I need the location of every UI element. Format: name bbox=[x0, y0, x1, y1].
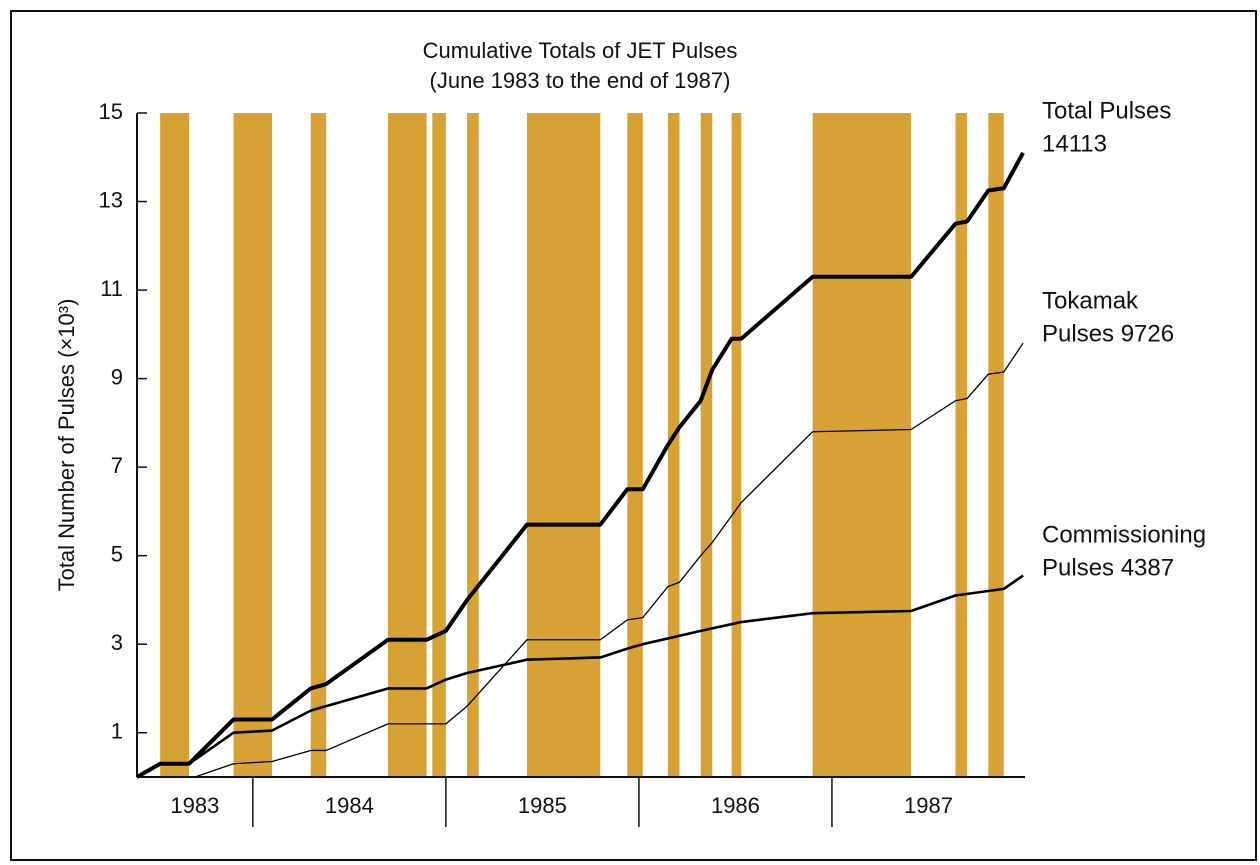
y-tick-label: 5 bbox=[111, 541, 123, 566]
shutdown-band bbox=[731, 113, 742, 777]
y-tick-label: 7 bbox=[111, 453, 123, 478]
year-label: 1986 bbox=[711, 793, 760, 818]
shutdown-band bbox=[700, 113, 713, 777]
year-label: 1985 bbox=[518, 793, 567, 818]
series-annotation: Commissioning bbox=[1042, 521, 1206, 548]
y-tick-label: 15 bbox=[99, 99, 123, 124]
year-label: 1987 bbox=[904, 793, 953, 818]
series-annotation: 14113 bbox=[1042, 130, 1107, 157]
shutdown-band bbox=[988, 113, 1004, 777]
series-annotation: Tokamak bbox=[1042, 287, 1139, 314]
shutdown-band bbox=[812, 113, 912, 777]
y-tick-label: 3 bbox=[111, 630, 123, 655]
series-annotation: Total Pulses bbox=[1042, 97, 1171, 124]
shutdown-band bbox=[233, 113, 273, 777]
series-annotation: Pulses 9726 bbox=[1042, 320, 1174, 347]
y-tick-label: 11 bbox=[100, 276, 123, 301]
shutdown-band bbox=[467, 113, 479, 777]
series-annotation: Pulses 4387 bbox=[1042, 554, 1174, 581]
y-tick-label: 9 bbox=[111, 364, 123, 389]
shutdown-band bbox=[667, 113, 680, 777]
series-line bbox=[136, 574, 1024, 779]
shutdown-band bbox=[955, 113, 968, 777]
shutdown-band bbox=[432, 113, 446, 777]
shutdown-band bbox=[627, 113, 643, 777]
series-line bbox=[136, 151, 1025, 779]
year-label: 1984 bbox=[325, 793, 374, 818]
shutdown-band bbox=[310, 113, 327, 777]
y-tick-label: 1 bbox=[111, 719, 123, 744]
y-axis-label: Total Number of Pulses (×10³) bbox=[54, 299, 79, 592]
series-line bbox=[194, 342, 1024, 778]
year-label: 1983 bbox=[170, 793, 219, 818]
shutdown-band bbox=[387, 113, 427, 777]
y-tick-label: 13 bbox=[99, 187, 123, 212]
frame bbox=[10, 10, 1257, 861]
shutdown-band bbox=[160, 113, 190, 777]
chart-title: Cumulative Totals of JET Pulses bbox=[423, 38, 738, 63]
chart-subtitle: (June 1983 to the end of 1987) bbox=[430, 68, 731, 93]
shutdown-band bbox=[526, 113, 601, 777]
